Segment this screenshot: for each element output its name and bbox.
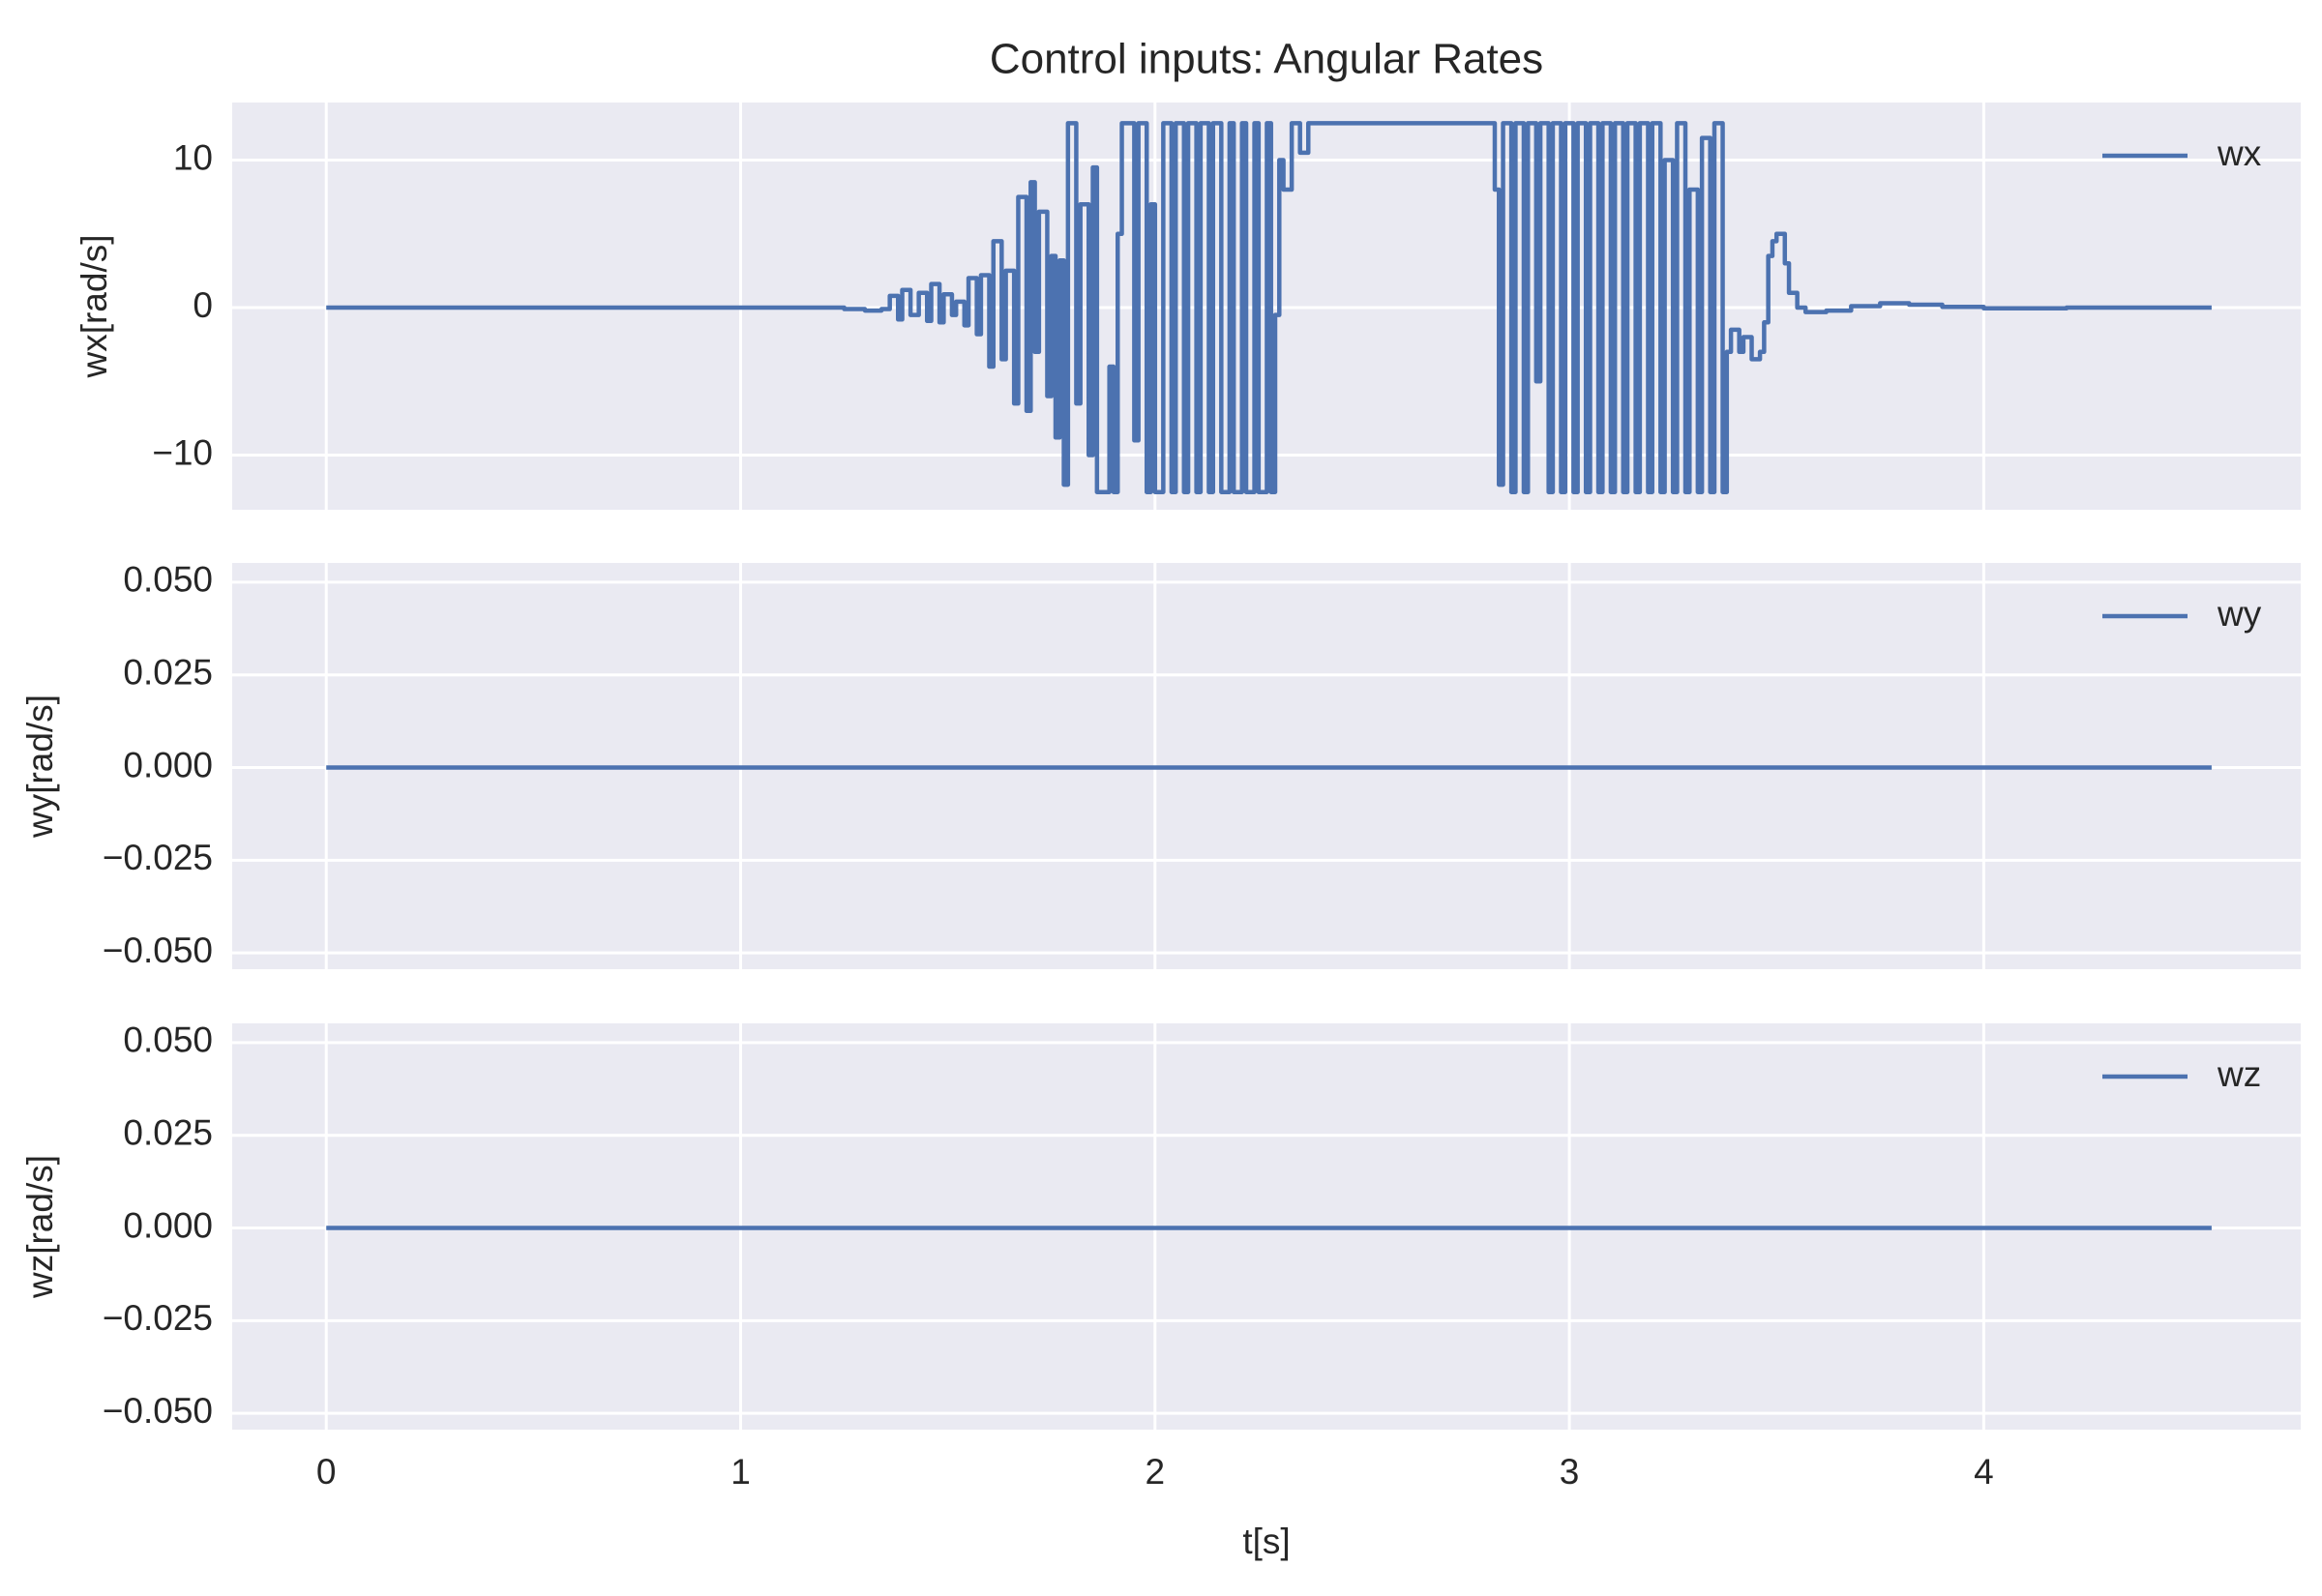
x-tick-label: 2 xyxy=(1146,1452,1166,1492)
y-tick-label: 0.025 xyxy=(123,1113,213,1153)
y-tick-label: 0.050 xyxy=(123,1020,213,1060)
x-tick-label: 3 xyxy=(1560,1452,1580,1492)
legend-label: wx xyxy=(2217,133,2262,173)
x-axis-label: t[s] xyxy=(1242,1522,1290,1561)
y-tick-label: −0.050 xyxy=(103,1391,213,1431)
y-tick-label: 0.025 xyxy=(123,653,213,693)
y-tick-label: −0.025 xyxy=(103,838,213,877)
y-tick-label: −0.050 xyxy=(103,931,213,970)
y-tick-label: 0.000 xyxy=(123,1205,213,1245)
data-line xyxy=(326,121,2212,494)
y-tick-label: 0.050 xyxy=(123,560,213,600)
legend-label: wy xyxy=(2217,594,2262,634)
y-tick-label: 10 xyxy=(173,137,213,177)
x-tick-label: 1 xyxy=(730,1452,751,1492)
chart-title: Control inputs: Angular Rates xyxy=(990,36,1543,83)
y-tick-label: 0 xyxy=(193,285,213,325)
y-tick-label: −0.025 xyxy=(103,1298,213,1338)
x-tick-label: 4 xyxy=(1974,1452,1994,1492)
y-axis-label: wx[rad/s] xyxy=(74,234,114,378)
x-tick-label: 0 xyxy=(316,1452,337,1492)
legend-label: wz xyxy=(2217,1054,2261,1094)
y-tick-label: 0.000 xyxy=(123,745,213,784)
y-axis-label: wy[rad/s] xyxy=(20,695,60,839)
y-axis-label: wz[rad/s] xyxy=(20,1155,60,1299)
y-tick-label: −10 xyxy=(152,432,213,472)
